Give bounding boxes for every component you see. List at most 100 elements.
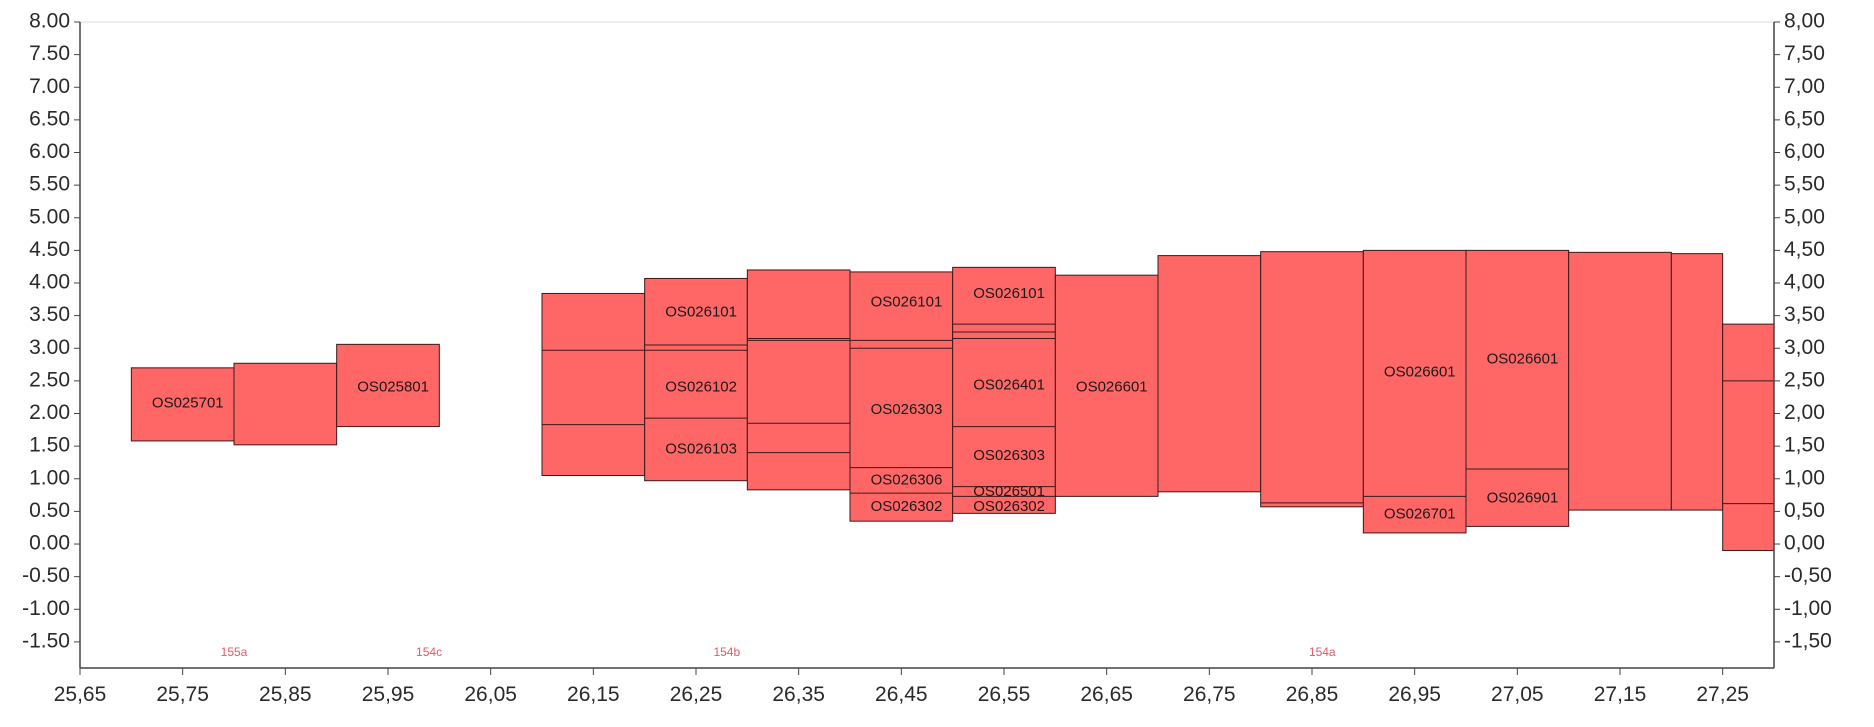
zone-labels: 155a 154c 154b 154a: [221, 645, 1336, 659]
left-tick-label-13: 1.50: [29, 434, 70, 457]
layer-lines: [542, 323, 1774, 505]
bar-column-10: [1260, 251, 1364, 508]
bar-label-3: OS026102: [665, 378, 737, 395]
x-tick-label-6: 26,25: [670, 683, 723, 706]
left-tick-label-6: 5.00: [29, 205, 70, 228]
x-tick-label-7: 26,35: [772, 683, 825, 706]
bar-label-10: OS026401: [973, 376, 1045, 393]
bar-column-2: [336, 343, 440, 428]
bar-label-18: OS026901: [1487, 489, 1559, 506]
right-tick-label-10: 3,00: [1784, 336, 1825, 359]
bar-label-17: OS026701: [1384, 506, 1456, 523]
zone-label-1: 154c: [416, 645, 442, 659]
x-tick-label-12: 26,85: [1286, 683, 1339, 706]
bar-column-5: [746, 269, 851, 491]
bar-column-6: [849, 271, 954, 522]
right-tick-label-8: 4,00: [1784, 271, 1825, 294]
bar-label-11: OS026303: [973, 447, 1045, 464]
left-tick-label-4: 6.00: [29, 140, 70, 163]
bar-label-16: OS026601: [1487, 350, 1559, 367]
right-tick-label-9: 3,50: [1784, 303, 1825, 326]
left-tick-label-8: 4.00: [29, 271, 70, 294]
bar-label-4: OS026103: [665, 440, 737, 457]
bar-column-0: [130, 367, 235, 442]
left-tick-label-7: 4.50: [29, 238, 70, 261]
bar-label-6: OS026303: [871, 401, 943, 418]
left-tick-label-2: 7.00: [29, 75, 70, 98]
bar-column-7: [952, 266, 1056, 514]
zone-label-2: 154b: [713, 645, 740, 659]
left-tick-label-14: 1.00: [29, 466, 70, 489]
right-tick-label-18: -1,00: [1784, 597, 1832, 620]
bar-label-14: OS026601: [1076, 378, 1148, 395]
right-tick-label-17: -0,50: [1784, 564, 1832, 587]
x-tick-label-16: 27,25: [1696, 683, 1749, 706]
x-tick-label-10: 26,65: [1080, 683, 1133, 706]
bar-column-14: [1670, 253, 1724, 511]
x-tick-label-4: 26,05: [464, 683, 517, 706]
zone-label-0: 155a: [221, 645, 248, 659]
bar-column-11: [1362, 249, 1467, 534]
bar-label-2: OS026101: [665, 303, 737, 320]
left-tick-label-1: 7.50: [29, 42, 70, 65]
right-tick-label-12: 2,00: [1784, 401, 1825, 424]
right-tick-label-16: 0,00: [1784, 532, 1825, 555]
x-tick-label-0: 25,65: [54, 683, 107, 706]
right-tick-label-11: 2,50: [1784, 368, 1825, 391]
bar-column-9: [1157, 255, 1262, 493]
left-tick-label-16: 0.00: [29, 532, 70, 555]
right-tick-label-1: 7,50: [1784, 42, 1825, 65]
x-tick-label-5: 26,15: [567, 683, 620, 706]
left-tick-label-18: -1.00: [22, 597, 70, 620]
x-tick-label-1: 25,75: [156, 683, 209, 706]
zone-label-3: 154a: [1309, 645, 1336, 659]
left-tick-label-11: 2.50: [29, 368, 70, 391]
left-tick-label-0: 8.00: [29, 10, 70, 33]
bar-label-1: OS025801: [357, 378, 429, 395]
right-tick-label-0: 8,00: [1784, 10, 1825, 33]
bar-labels: OS025701 OS025801 OS026101 OS026102 OS026103…: [152, 285, 1558, 523]
bar-column-8: [1054, 274, 1159, 497]
right-tick-label-4: 6,00: [1784, 140, 1825, 163]
left-tick-label-17: -0.50: [22, 564, 70, 587]
axes: 8.00 8,00 7.50 7,50 7.00 7,00 6.50 6,50 6.00 6,00…: [22, 10, 1832, 706]
bar-group: [130, 249, 1775, 552]
bar-label-12: OS026501: [973, 483, 1045, 500]
bar-label-9: OS026101: [973, 285, 1045, 302]
bar-label-0: OS025701: [152, 395, 224, 412]
bar-column-4: [644, 277, 748, 482]
bar-label-13: OS026302: [973, 498, 1045, 515]
x-tick-label-3: 25,95: [362, 683, 415, 706]
left-tick-label-5: 5.50: [29, 173, 70, 196]
right-tick-label-14: 1,00: [1784, 466, 1825, 489]
x-tick-label-9: 26,55: [978, 683, 1031, 706]
right-tick-label-19: -1,50: [1784, 629, 1832, 652]
right-tick-label-3: 6,50: [1784, 107, 1825, 130]
bar-column-12: [1465, 249, 1570, 527]
x-tick-label-11: 26,75: [1183, 683, 1236, 706]
x-tick-label-14: 27,05: [1491, 683, 1544, 706]
bar-label-15: OS026601: [1384, 363, 1456, 380]
right-tick-label-2: 7,00: [1784, 75, 1825, 98]
left-tick-label-12: 2.00: [29, 401, 70, 424]
x-tick-label-8: 26,45: [875, 683, 928, 706]
x-tick-label-15: 27,15: [1594, 683, 1647, 706]
right-tick-label-7: 4,50: [1784, 238, 1825, 261]
right-tick-label-5: 5,50: [1784, 173, 1825, 196]
left-tick-label-10: 3.00: [29, 336, 70, 359]
x-tick-label-2: 25,85: [259, 683, 312, 706]
right-tick-label-13: 1,50: [1784, 434, 1825, 457]
bar-column-15: [1722, 323, 1775, 552]
bar-label-8: OS026302: [871, 498, 943, 515]
left-tick-label-9: 3.50: [29, 303, 70, 326]
x-tick-label-13: 26,95: [1388, 683, 1441, 706]
left-tick-label-15: 0.50: [29, 499, 70, 522]
left-tick-label-3: 6.50: [29, 107, 70, 130]
bar-label-7: OS026306: [871, 472, 943, 489]
bar-column-1: [233, 362, 338, 446]
right-tick-label-15: 0,50: [1784, 499, 1825, 522]
right-tick-label-6: 5,00: [1784, 205, 1825, 228]
left-tick-label-19: -1.50: [22, 629, 70, 652]
bar-column-3: [541, 292, 646, 477]
